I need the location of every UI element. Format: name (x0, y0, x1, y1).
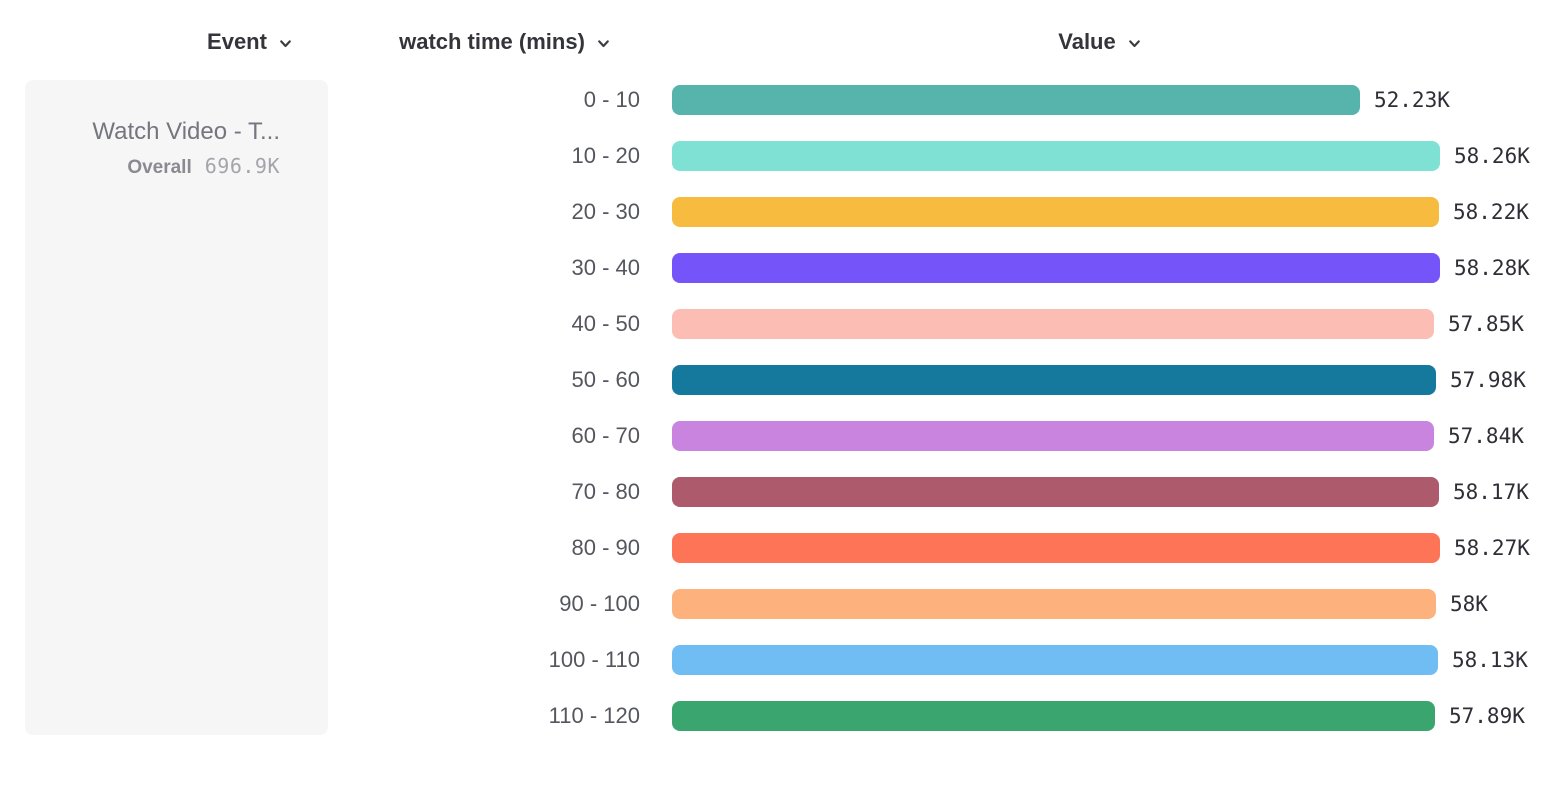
bar-segment[interactable] (672, 701, 1435, 731)
category-label: 90 - 100 (559, 591, 640, 616)
event-name: Watch Video - T... (92, 118, 280, 145)
value-column-header[interactable]: Value (950, 26, 1250, 58)
bar-segment[interactable] (672, 477, 1439, 507)
chart-row: 0 - 10 52.23K (0, 85, 1568, 115)
chart-row: 90 - 100 58K (0, 589, 1568, 619)
category-label: 70 - 80 (571, 479, 641, 504)
bar-value-label: 57.98K (1450, 368, 1526, 392)
breakdown-column-label: watch time (mins) (399, 29, 585, 54)
chart-row: 40 - 50 57.85K (0, 309, 1568, 339)
overall-line: Overall 696.9K (25, 154, 280, 179)
category-label: 20 - 30 (571, 199, 641, 224)
bar-value-label: 58.27K (1454, 536, 1530, 560)
event-summary-content: Watch Video - T... Overall 696.9K (25, 116, 280, 179)
category-label: 30 - 40 (571, 255, 641, 280)
category-label: 0 - 10 (583, 87, 640, 112)
bar-value-label: 58K (1450, 592, 1488, 616)
chart-row: 70 - 80 58.17K (0, 477, 1568, 507)
bar-value-label: 52.23K (1374, 88, 1450, 112)
bar-value-label: 57.85K (1448, 312, 1524, 336)
chart-row: 10 - 20 58.26K (0, 141, 1568, 171)
overall-label: Overall (127, 157, 192, 178)
bar-value-label: 58.13K (1452, 648, 1528, 672)
chart-row: 110 - 120 57.89K (0, 701, 1568, 731)
category-label: 50 - 60 (571, 367, 641, 392)
bar-segment[interactable] (672, 141, 1440, 171)
chart-row: 20 - 30 58.22K (0, 197, 1568, 227)
bar-value-label: 58.28K (1454, 256, 1530, 280)
category-label: 110 - 120 (548, 703, 640, 728)
bar-segment[interactable] (672, 533, 1440, 563)
category-label: 40 - 50 (571, 311, 641, 336)
chevron-down-icon (278, 36, 293, 51)
bar-segment[interactable] (672, 645, 1438, 675)
category-label: 10 - 20 (571, 143, 641, 168)
chevron-down-icon (1127, 36, 1142, 51)
bar-value-label: 57.84K (1448, 424, 1524, 448)
category-label: 60 - 70 (571, 423, 641, 448)
bar-segment[interactable] (672, 85, 1360, 115)
category-label: 100 - 110 (548, 647, 640, 672)
bar-segment[interactable] (672, 197, 1439, 227)
bar-value-label: 58.22K (1453, 200, 1529, 224)
bar-segment[interactable] (672, 421, 1434, 451)
event-column-header[interactable]: Event (130, 26, 370, 58)
bar-value-label: 57.89K (1449, 704, 1525, 728)
bar-value-label: 58.17K (1453, 480, 1529, 504)
chevron-down-icon (596, 36, 611, 51)
bar-segment[interactable] (672, 309, 1434, 339)
chart-row: 80 - 90 58.27K (0, 533, 1568, 563)
overall-value: 696.9K (204, 154, 280, 178)
bar-segment[interactable] (672, 589, 1436, 619)
chart-row: 100 - 110 58.13K (0, 645, 1568, 675)
chart-row: 30 - 40 58.28K (0, 253, 1568, 283)
breakdown-column-header[interactable]: watch time (mins) (355, 26, 655, 58)
bar-value-label: 58.26K (1454, 144, 1530, 168)
value-column-label: Value (1058, 29, 1116, 54)
chart-row: 50 - 60 57.98K (0, 365, 1568, 395)
chart-row: 60 - 70 57.84K (0, 421, 1568, 451)
event-summary-card[interactable]: Watch Video - T... Overall 696.9K (25, 80, 328, 735)
category-label: 80 - 90 (571, 535, 641, 560)
bar-segment[interactable] (672, 253, 1440, 283)
event-column-label: Event (207, 29, 267, 54)
bar-segment[interactable] (672, 365, 1436, 395)
